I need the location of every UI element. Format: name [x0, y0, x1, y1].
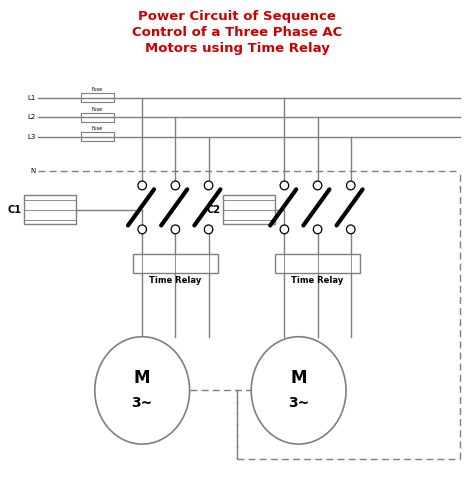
- Circle shape: [346, 225, 355, 234]
- Text: C2: C2: [206, 205, 220, 215]
- Text: Time Relay: Time Relay: [149, 276, 201, 285]
- Bar: [81, 132, 114, 141]
- Circle shape: [171, 181, 180, 190]
- Text: L3: L3: [27, 134, 36, 140]
- Bar: [81, 93, 114, 102]
- Circle shape: [280, 225, 289, 234]
- Bar: [133, 254, 218, 273]
- Circle shape: [171, 225, 180, 234]
- Circle shape: [204, 225, 213, 234]
- Text: 3~: 3~: [288, 396, 309, 409]
- Text: L1: L1: [27, 95, 36, 101]
- Ellipse shape: [251, 337, 346, 444]
- Text: C1: C1: [7, 205, 21, 215]
- Bar: [275, 254, 360, 273]
- Text: M: M: [134, 369, 150, 387]
- Bar: [223, 195, 275, 224]
- Text: 3~: 3~: [132, 396, 153, 409]
- Text: M: M: [291, 369, 307, 387]
- Circle shape: [204, 181, 213, 190]
- Text: N: N: [30, 168, 36, 174]
- Text: Fuse: Fuse: [91, 107, 103, 112]
- Text: Power Circuit of Sequence
Control of a Three Phase AC
Motors using Time Relay: Power Circuit of Sequence Control of a T…: [132, 10, 342, 55]
- Text: Fuse: Fuse: [91, 126, 103, 131]
- Circle shape: [313, 181, 322, 190]
- Text: Fuse: Fuse: [91, 87, 103, 92]
- Circle shape: [313, 225, 322, 234]
- Bar: [81, 113, 114, 122]
- Circle shape: [346, 181, 355, 190]
- Circle shape: [138, 225, 146, 234]
- Text: Time Relay: Time Relay: [292, 276, 344, 285]
- Ellipse shape: [95, 337, 190, 444]
- Bar: [24, 195, 76, 224]
- Text: L2: L2: [27, 114, 36, 120]
- Circle shape: [138, 181, 146, 190]
- Circle shape: [280, 181, 289, 190]
